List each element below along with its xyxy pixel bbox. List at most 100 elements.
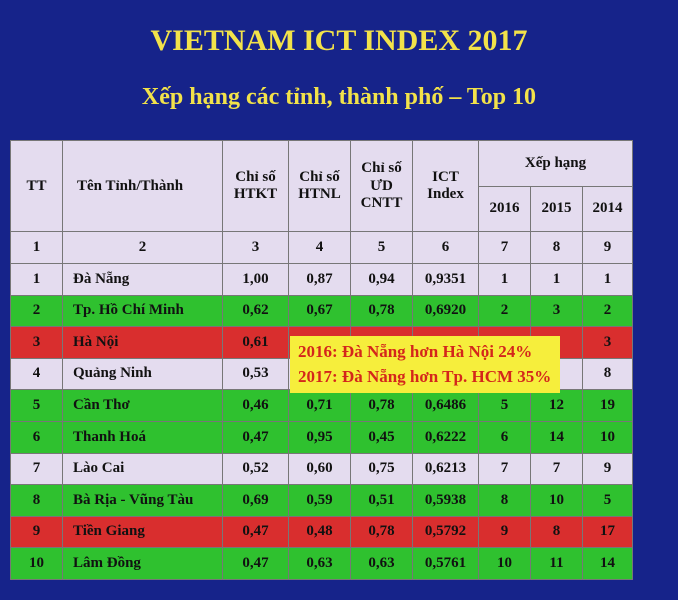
table-cell: 8 [478,484,531,517]
table-cell: 10 [581,420,634,454]
table-cell: 2 [581,294,634,328]
table-cell: 0,5938 [412,484,479,517]
table-row: 1 Đà Nẵng 1,00 0,87 0,94 0,9351 1 1 1 [10,262,634,296]
index-cell: 5 [350,231,413,264]
table-cell: 12 [530,389,583,422]
table-cell: 7 [10,452,63,486]
table-cell: 11 [530,547,583,580]
table-cell: 1 [10,262,63,296]
table-cell: Lào Cai [62,452,223,486]
table-row: 7 Lào Cai 0,52 0,60 0,75 0,6213 7 7 9 [10,452,634,486]
table-cell: 0,48 [288,515,351,549]
table-cell: 8 [530,515,583,549]
table-cell: 0,95 [288,420,351,454]
table-cell: 3 [10,326,63,359]
table-cell: 10 [530,484,583,517]
table-cell: 0,62 [222,294,289,328]
index-cell: 7 [478,231,531,264]
table-cell: 0,6213 [412,452,479,486]
ranking-table: TT Tên Tỉnh/Thành Chỉ số HTKT Chỉ số HTNL Ch… [10,139,634,580]
table-cell: 9 [10,515,63,549]
table-cell: Tiền Giang [62,515,223,549]
table-cell: Đà Nẵng [62,262,223,296]
header-cell: TT [10,139,63,233]
table-cell: 1 [530,262,583,296]
table-cell: 5 [478,389,531,422]
table-cell: 6 [478,420,531,454]
table-cell: 0,75 [350,452,413,486]
table-cell: 0,5792 [412,515,479,549]
table-cell: Quảng Ninh [62,357,223,391]
callout-line: 2017: Đà Nẵng hơn Tp. HCM 35% [298,366,552,386]
table-cell: 1,00 [222,262,289,296]
table-cell: Tp. Hồ Chí Minh [62,294,223,328]
table-cell: 1 [478,262,531,296]
table-cell: 0,63 [350,547,413,580]
table-cell: 0,51 [350,484,413,517]
index-cell: 6 [412,231,479,264]
header-cell: Chỉ số ƯD CNTT [350,139,413,233]
table-cell: 0,69 [222,484,289,517]
table-cell: Lâm Đồng [62,547,223,580]
header-row: TT Tên Tỉnh/Thành Chỉ số HTKT Chỉ số HTNL Ch… [10,139,634,233]
table-cell: 0,52 [222,452,289,486]
table-cell: 0,5761 [412,547,479,580]
year-cell: 2016 [478,185,531,233]
table-cell: 8 [581,357,634,391]
table-cell: 0,6222 [412,420,479,454]
table-cell: 10 [10,547,63,580]
table-cell: 1 [581,262,634,296]
table-cell: 10 [478,547,531,580]
header-cell: Tên Tỉnh/Thành [62,139,223,233]
table-cell: 17 [581,515,634,549]
table-cell: 5 [10,389,63,422]
table-cell: 0,60 [288,452,351,486]
table-cell: 0,71 [288,389,351,422]
index-cell: 2 [62,231,223,264]
table-cell: 0,53 [222,357,289,391]
table-cell: 14 [530,420,583,454]
header-cell: Chỉ số HTNL [288,139,351,233]
index-cell: 3 [222,231,289,264]
table-cell: 6 [10,420,63,454]
table-cell: 0,78 [350,294,413,328]
index-cell: 8 [530,231,583,264]
table-cell: 9 [478,515,531,549]
callout-line: 2016: Đà Nẵng hơn Hà Nội 24% [298,342,533,361]
table-cell: 0,47 [222,515,289,549]
subtitle: Xếp hạng các tỉnh, thành phố – Top 10 [141,84,537,110]
table-cell: Hà Nội [62,326,223,359]
table-cell: 8 [10,484,63,517]
header-cell: ICT Index [412,139,479,233]
table-row: 8 Bà Rịa - Vũng Tàu 0,69 0,59 0,51 0,5938 8 10 5 [10,484,634,517]
table-cell: 3 [581,326,634,359]
table-cell: 7 [530,452,583,486]
table-row: 6 Thanh Hoá 0,47 0,95 0,45 0,6222 6 14 10 [10,420,634,454]
title: VIETNAM ICT INDEX 2017 [150,24,528,57]
table-cell: 0,9351 [412,262,479,296]
table-cell: 19 [581,389,634,422]
table-cell: 9 [581,452,634,486]
table-cell: 0,6486 [412,389,479,422]
table-cell: 0,6920 [412,294,479,328]
table-cell: Thanh Hoá [62,420,223,454]
index-cell: 1 [10,231,63,264]
table-cell: 0,67 [288,294,351,328]
table-cell: 0,61 [222,326,289,359]
table-row: 9 Tiền Giang 0,47 0,48 0,78 0,5792 9 8 17 [10,515,634,549]
header-cell: Xếp hạng [477,140,634,187]
table-cell: 3 [530,294,583,328]
table-cell: 0,47 [222,547,289,580]
header-row: 2016 2015 2014 [11,185,634,233]
table-cell: 4 [10,357,63,391]
table-cell: 2 [10,294,63,328]
table-cell: 0,78 [350,389,413,422]
table-cell: Bà Rịa - Vũng Tàu [62,484,223,517]
table-cell: 14 [581,547,634,580]
table-cell: 0,46 [222,389,289,422]
table-cell: 0,78 [350,515,413,549]
table-cell: 0,45 [350,420,413,454]
header-cell: Chỉ số HTKT [222,139,289,233]
table-row: 5 Cần Thơ 0,46 0,71 0,78 0,6486 5 12 19 [10,389,634,422]
